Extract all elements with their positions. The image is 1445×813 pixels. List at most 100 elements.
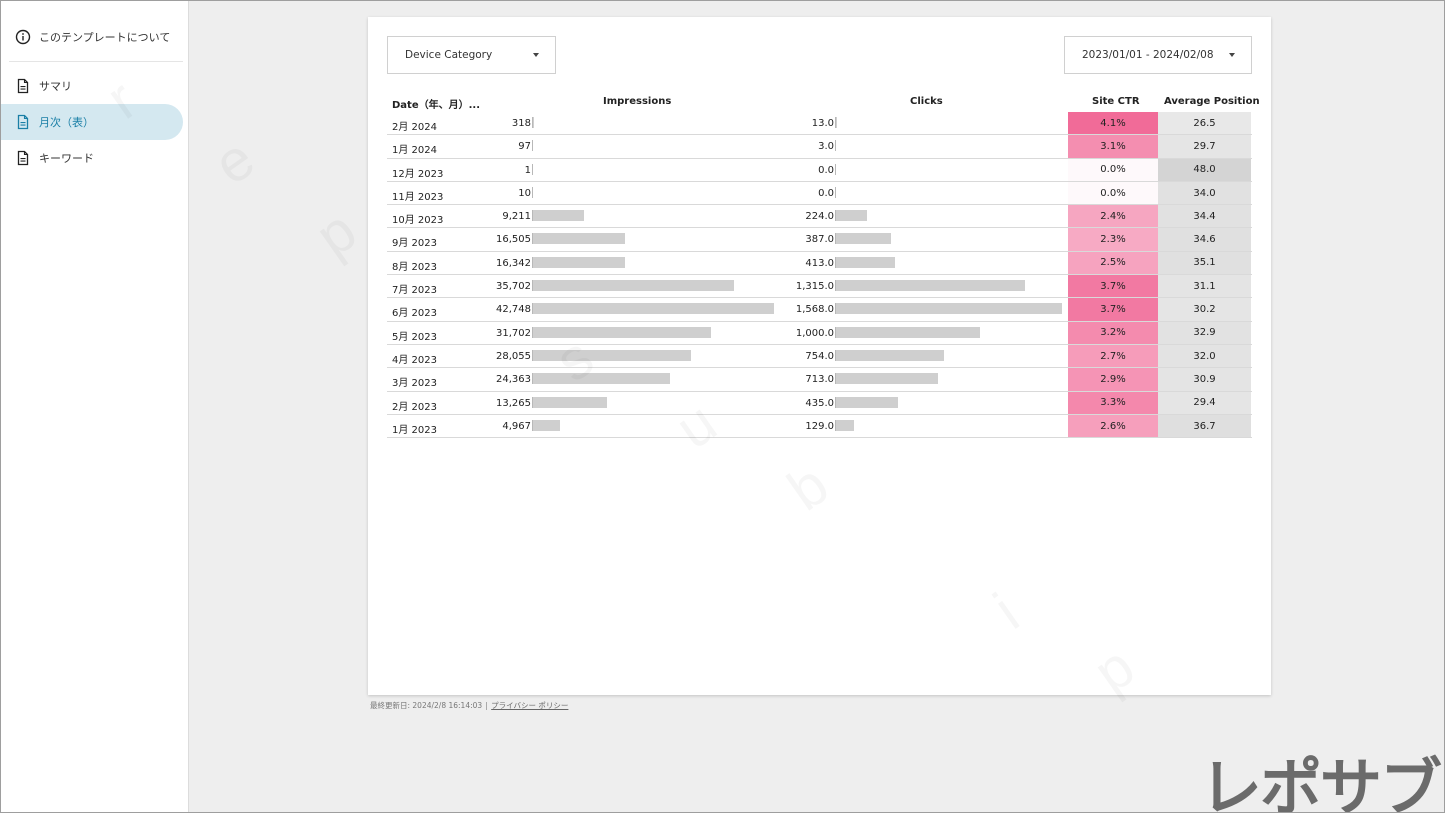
cell-date: 7月 2023 — [392, 285, 437, 297]
cell-ctr: 3.7% — [1068, 275, 1158, 298]
sidebar-item-about[interactable]: このテンプレートについて — [1, 19, 183, 55]
sidebar-item-monthly-table[interactable]: 月次（表） — [1, 104, 183, 140]
watermark-e: e — [202, 125, 267, 198]
clicks-bar — [835, 419, 854, 431]
cell-impressions: 97 — [518, 141, 531, 153]
cell-avg-position: 34.0 — [1158, 181, 1251, 205]
sidebar: このテンプレートについて サマリ 月次（表） キーワード — [1, 1, 189, 812]
cell-date: 9月 2023 — [392, 238, 437, 250]
cell-avg-position: 31.1 — [1158, 275, 1251, 298]
cell-clicks: 0.0 — [818, 164, 834, 176]
cell-ctr: 4.1% — [1068, 112, 1158, 135]
date-range-label: 2023/01/01 - 2024/02/08 — [1082, 49, 1214, 61]
cell-ctr: 0.0% — [1068, 181, 1158, 205]
cell-date: 6月 2023 — [392, 308, 437, 320]
clicks-bar — [835, 373, 939, 385]
document-icon — [15, 114, 31, 130]
header-date[interactable]: Date（年、月）... — [392, 100, 481, 111]
cell-date: 3月 2023 — [392, 378, 437, 390]
table-row[interactable]: 2月 2024 318 13.0 4.1% 26.5 — [387, 112, 1252, 136]
device-category-label: Device Category — [405, 49, 493, 61]
table-row[interactable]: 10月 2023 9,211 224.0 2.4% 34.4 — [387, 205, 1252, 229]
cell-impressions: 42,748 — [496, 304, 531, 316]
table-row[interactable]: 1月 2024 97 3.0 3.1% 29.7 — [387, 135, 1252, 159]
cell-clicks: 435.0 — [805, 397, 834, 409]
cell-ctr: 3.1% — [1068, 135, 1158, 158]
header-impressions[interactable]: Impressions — [603, 96, 672, 107]
cell-avg-position: 26.5 — [1158, 112, 1251, 135]
document-icon — [15, 150, 31, 166]
header-clicks[interactable]: Clicks — [910, 96, 943, 107]
cell-clicks: 13.0 — [811, 118, 834, 129]
monthly-table: Date（年、月）... Impressions Clicks Site CTR… — [387, 93, 1260, 439]
sidebar-item-keywords[interactable]: キーワード — [1, 140, 183, 176]
date-range-picker[interactable]: 2023/01/01 - 2024/02/08 — [1064, 36, 1252, 74]
sidebar-item-label: このテンプレートについて — [39, 31, 171, 44]
privacy-policy-link[interactable]: プライバシー ポリシー — [491, 701, 569, 710]
cell-date: 2月 2023 — [392, 401, 437, 413]
info-icon — [15, 29, 31, 45]
impressions-bar — [532, 326, 712, 338]
cell-impressions: 31,702 — [496, 327, 531, 339]
cell-impressions: 4,967 — [502, 420, 531, 432]
device-category-dropdown[interactable]: Device Category — [387, 36, 556, 74]
table-row[interactable]: 5月 2023 31,702 1,000.0 3.2% 32.9 — [387, 321, 1252, 345]
clicks-bar — [835, 117, 837, 128]
footer: 最終更新日: 2024/2/8 16:14:03 プライバシー ポリシー — [370, 700, 568, 711]
cell-clicks: 754.0 — [805, 350, 834, 362]
cell-avg-position: 32.0 — [1158, 344, 1251, 368]
impressions-bar — [532, 140, 533, 152]
cell-date: 10月 2023 — [392, 215, 444, 227]
cell-impressions: 16,505 — [496, 234, 531, 246]
table-row[interactable]: 1月 2023 4,967 129.0 2.6% 36.7 — [387, 414, 1252, 439]
cell-ctr: 2.9% — [1068, 368, 1158, 391]
table-row[interactable]: 2月 2023 13,265 435.0 3.3% 29.4 — [387, 391, 1252, 415]
cell-avg-position: 48.0 — [1158, 158, 1251, 181]
caret-down-icon — [1229, 53, 1235, 57]
table-row[interactable]: 12月 2023 1 0.0 0.0% 48.0 — [387, 158, 1252, 182]
sidebar-item-summary[interactable]: サマリ — [1, 68, 183, 104]
table-row[interactable]: 11月 2023 10 0.0 0.0% 34.0 — [387, 181, 1252, 206]
impressions-bar — [532, 303, 774, 315]
impressions-bar — [532, 210, 585, 222]
cell-ctr: 2.3% — [1068, 228, 1158, 251]
table-row[interactable]: 8月 2023 16,342 413.0 2.5% 35.1 — [387, 251, 1252, 276]
document-icon — [15, 78, 31, 94]
cell-impressions: 24,363 — [496, 374, 531, 386]
table-row[interactable]: 4月 2023 28,055 754.0 2.7% 32.0 — [387, 344, 1252, 369]
cell-ctr: 2.6% — [1068, 414, 1158, 438]
sidebar-item-label: サマリ — [39, 80, 72, 93]
clicks-bar — [835, 349, 945, 361]
cell-date: 11月 2023 — [392, 191, 444, 203]
cell-date: 5月 2023 — [392, 331, 437, 343]
cell-avg-position: 35.1 — [1158, 251, 1251, 275]
clicks-bar — [835, 186, 836, 198]
clicks-bar — [835, 326, 980, 338]
table-row[interactable]: 3月 2023 24,363 713.0 2.9% 30.9 — [387, 368, 1252, 392]
cell-impressions: 13,265 — [496, 397, 531, 409]
table-row[interactable]: 7月 2023 35,702 1,315.0 3.7% 31.1 — [387, 275, 1252, 299]
clicks-bar — [835, 303, 1062, 315]
cell-avg-position: 34.4 — [1158, 205, 1251, 228]
last-updated: 最終更新日: 2024/2/8 16:14:03 — [370, 701, 483, 710]
table-row[interactable]: 6月 2023 42,748 1,568.0 3.7% 30.2 — [387, 298, 1252, 322]
cell-avg-position: 32.9 — [1158, 321, 1251, 344]
header-position[interactable]: Average Position — [1164, 96, 1260, 107]
cell-impressions: 9,211 — [502, 211, 531, 223]
cell-clicks: 224.0 — [805, 211, 834, 223]
impressions-bar — [532, 349, 691, 361]
header-ctr[interactable]: Site CTR — [1092, 96, 1140, 107]
cell-clicks: 713.0 — [805, 374, 834, 386]
clicks-bar — [835, 163, 836, 175]
cell-impressions: 35,702 — [496, 281, 531, 293]
cell-ctr: 3.3% — [1068, 391, 1158, 414]
clicks-bar — [835, 396, 898, 408]
cell-avg-position: 29.4 — [1158, 391, 1251, 414]
cell-avg-position: 30.2 — [1158, 298, 1251, 321]
table-row[interactable]: 9月 2023 16,505 387.0 2.3% 34.6 — [387, 228, 1252, 252]
brand-logo: レポサブ — [1200, 751, 1442, 813]
cell-avg-position: 29.7 — [1158, 135, 1251, 158]
cell-clicks: 0.0 — [818, 187, 834, 199]
cell-ctr: 3.2% — [1068, 321, 1158, 344]
clicks-bar — [835, 210, 868, 222]
